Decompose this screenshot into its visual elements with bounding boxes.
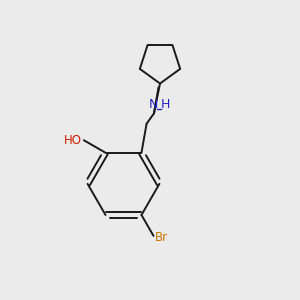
Text: H: H [160, 98, 170, 111]
Text: Br: Br [155, 231, 168, 244]
Text: HO: HO [64, 134, 82, 147]
Text: N: N [149, 98, 159, 111]
